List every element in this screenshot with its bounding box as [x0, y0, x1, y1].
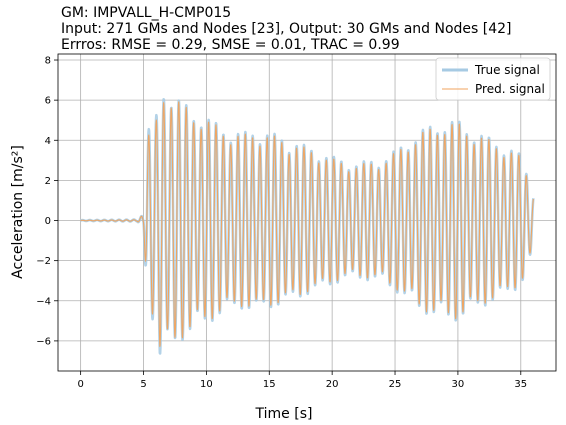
chart-title: GM: IMPVALL_H-CMP015 Input: 271 GMs and N…: [61, 5, 512, 53]
y-tick-label: −4: [36, 296, 51, 307]
legend-label-pred-signal: Pred. signal: [475, 82, 545, 96]
y-tick-label: 6: [45, 96, 51, 107]
y-tick-label: −2: [36, 256, 51, 267]
x-tick-label: 5: [140, 379, 146, 390]
title-line-1: GM: IMPVALL_H-CMP015: [61, 5, 232, 21]
y-tick-label: 0: [45, 216, 51, 227]
plot-frame: [57, 53, 557, 372]
y-tick-label: −6: [36, 336, 51, 347]
x-tick-label: 30: [452, 379, 465, 390]
y-axis-ticks: −6 −4 −2 0 2 4 6 8: [36, 56, 58, 347]
pred-signal-line: [80, 101, 534, 347]
x-tick-label: 25: [389, 379, 402, 390]
legend-label-true-signal: True signal: [474, 63, 540, 77]
y-tick-label: 8: [45, 56, 51, 67]
y-axis-label: Acceleration [m/s²]: [10, 145, 26, 279]
legend: True signal Pred. signal: [435, 57, 551, 101]
x-axis-ticks: 0 5 10 15 20 25 30 35: [77, 371, 527, 390]
x-tick-label: 10: [200, 379, 213, 390]
y-tick-label: 4: [45, 136, 51, 147]
series-layer: [79, 98, 535, 355]
x-tick-label: 35: [514, 379, 527, 390]
y-tick-label: 2: [45, 176, 51, 187]
title-line-2: Input: 271 GMs and Nodes [23], Output: 3…: [61, 21, 512, 37]
x-tick-label: 15: [263, 379, 276, 390]
x-axis-label: Time [s]: [255, 406, 313, 422]
x-tick-label: 20: [326, 379, 339, 390]
x-tick-label: 0: [77, 379, 83, 390]
title-line-3: Errros: RMSE = 0.29, SMSE = 0.01, TRAC =…: [61, 37, 400, 53]
